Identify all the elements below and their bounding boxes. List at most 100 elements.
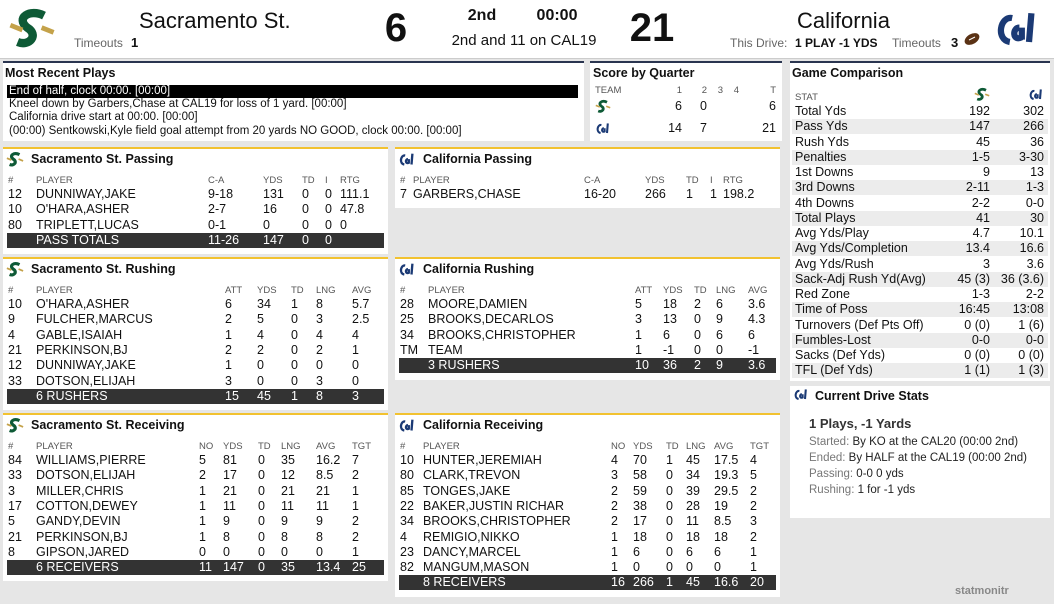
- column-header: AVG: [748, 285, 768, 296]
- current-drive: Current Drive Stats 1 Plays, -1 Yards Star…: [790, 386, 1050, 518]
- home-stat: 16:45: [958, 302, 990, 317]
- stat-cell: 34: [400, 514, 414, 529]
- stat-label: Time of Poss: [795, 302, 868, 317]
- column-header: PLAYER: [428, 285, 465, 296]
- player-name: HUNTER,JEREMIAH: [423, 453, 542, 467]
- stats-table: Sacramento St. Receiving # PLAYER NO YDS TD LN…: [3, 413, 388, 582]
- stat-label: 4th Downs: [795, 195, 855, 210]
- total-score: 6: [769, 99, 776, 113]
- drive-line: Ended: By HALF at the CAL19 (00:00 2nd): [809, 450, 1041, 466]
- sac-logo: [8, 6, 56, 54]
- cal-logo: [1028, 87, 1044, 103]
- stat-cell: 58: [633, 468, 647, 483]
- panel-title: Current Drive Stats: [815, 389, 929, 403]
- stat-label: 1st Downs: [795, 165, 854, 179]
- stat-cell: 29.5: [714, 483, 739, 498]
- stats-table: Sacramento St. Passing # PLAYER C-A YDS TD I RT…: [3, 147, 388, 255]
- home-stat: 41: [976, 210, 990, 225]
- stat-cell: 1: [199, 483, 206, 498]
- away-stat: 1 (6): [1018, 317, 1044, 332]
- stat-cell: 0: [302, 187, 309, 201]
- stat-cell: 0: [291, 327, 298, 342]
- stat-cell: 6: [714, 544, 721, 559]
- stat-cell: 1: [352, 483, 359, 498]
- player-name: BROOKS,DECARLOS: [428, 312, 554, 327]
- stat-cell: -1: [663, 342, 675, 357]
- stats-table: California Passing # PLAYER C-A YDS TD I RTG 7 GA…: [395, 147, 780, 209]
- stat-cell: 2.5: [352, 312, 370, 327]
- stat-cell: 2: [611, 498, 618, 513]
- column-header: TD: [258, 441, 271, 452]
- player-name: TEAM: [428, 342, 463, 357]
- stat-cell: 5: [199, 453, 206, 467]
- stat-cell: 2: [750, 529, 757, 544]
- stat-cell: 8: [316, 529, 323, 544]
- player-name: WILLIAMS,PIERRE: [36, 453, 146, 467]
- column-header: 4: [733, 85, 739, 96]
- total-label: 6 RUSHERS: [36, 388, 108, 403]
- possession-icon: [962, 32, 982, 46]
- stat-cell: 10: [8, 202, 22, 217]
- stat-cell: 1: [225, 358, 232, 373]
- stat-cell: 18: [663, 297, 677, 311]
- total-bar: [7, 232, 384, 248]
- total-cell: 10: [635, 358, 649, 373]
- stat-cell: 13: [663, 312, 677, 327]
- column-header: T: [770, 85, 776, 96]
- total-cell: 0: [302, 232, 309, 247]
- column-header: 2: [701, 85, 707, 96]
- stat-label: Turnovers (Def Pts Off): [795, 317, 924, 332]
- stat-cell: 34: [686, 468, 700, 483]
- home-stat: 0 (0): [964, 348, 990, 362]
- stat-cell: 1: [611, 529, 618, 544]
- player-name: DANCY,MARCEL: [423, 544, 521, 559]
- stat-cell: 1: [225, 327, 232, 342]
- stat-cell: 5: [635, 297, 642, 311]
- stat-cell: 4: [352, 327, 359, 342]
- stat-cell: 3: [316, 373, 323, 388]
- stat-cell: 1: [199, 529, 206, 544]
- stat-cell: 131: [263, 187, 284, 201]
- column-header: PLAYER: [423, 441, 460, 452]
- stat-cell: 28: [400, 297, 414, 311]
- total-label: 8 RECEIVERS: [423, 575, 506, 590]
- stat-cell: 17: [633, 514, 647, 529]
- column-header: AVG: [714, 441, 734, 452]
- player-name: CLARK,TREVON: [423, 468, 521, 483]
- stat-cell: 4: [257, 327, 264, 342]
- player-name: MILLER,CHRIS: [36, 483, 124, 498]
- stat-cell: 0: [666, 560, 673, 575]
- away-stat: 1 (3): [1018, 363, 1044, 378]
- sac-logo: [595, 99, 611, 115]
- drive: 1 PLAY -1 YDS: [795, 36, 878, 50]
- brand: statmonitr: [955, 585, 1009, 597]
- column-header: #: [8, 285, 14, 296]
- total-bar: [399, 575, 776, 591]
- away-stat: 30: [1030, 210, 1044, 225]
- stat-cell: 0: [716, 342, 723, 357]
- away-stat: 1-3: [1025, 180, 1044, 195]
- stat-cell: 0: [340, 217, 347, 232]
- away-timeouts: 3: [951, 35, 959, 50]
- stat-cell: 45: [686, 453, 700, 467]
- column-header: #: [8, 175, 14, 186]
- stat-cell: 59: [633, 483, 647, 498]
- play: Kneel down by Garbers,Chase at CAL19 for…: [9, 98, 347, 111]
- sac-logo: [6, 261, 24, 279]
- total-cell: 35: [281, 560, 295, 575]
- away-stat: 3.6: [1026, 256, 1044, 271]
- stat-label: Total Yds: [795, 104, 847, 118]
- clock: 00:00: [536, 7, 578, 24]
- score-by-quarter: Score by Quarter TEAM 1 2 3 4 T 6 0 6 14 7 21: [590, 61, 782, 141]
- line-label: Passing:: [809, 468, 854, 480]
- home-name: Sacramento St.: [139, 8, 291, 33]
- drive-label: This Drive:: [730, 36, 788, 50]
- stat-cell: 2-7: [208, 202, 227, 217]
- stat-cell: 6: [663, 327, 670, 342]
- stat-cell: 1: [686, 187, 693, 201]
- stat-cell: 3: [316, 312, 323, 327]
- stat-cell: 7: [352, 453, 359, 467]
- home-stat: 13.4: [965, 241, 990, 256]
- away-name: California: [797, 8, 890, 33]
- player-name: O'HARA,ASHER: [36, 202, 130, 217]
